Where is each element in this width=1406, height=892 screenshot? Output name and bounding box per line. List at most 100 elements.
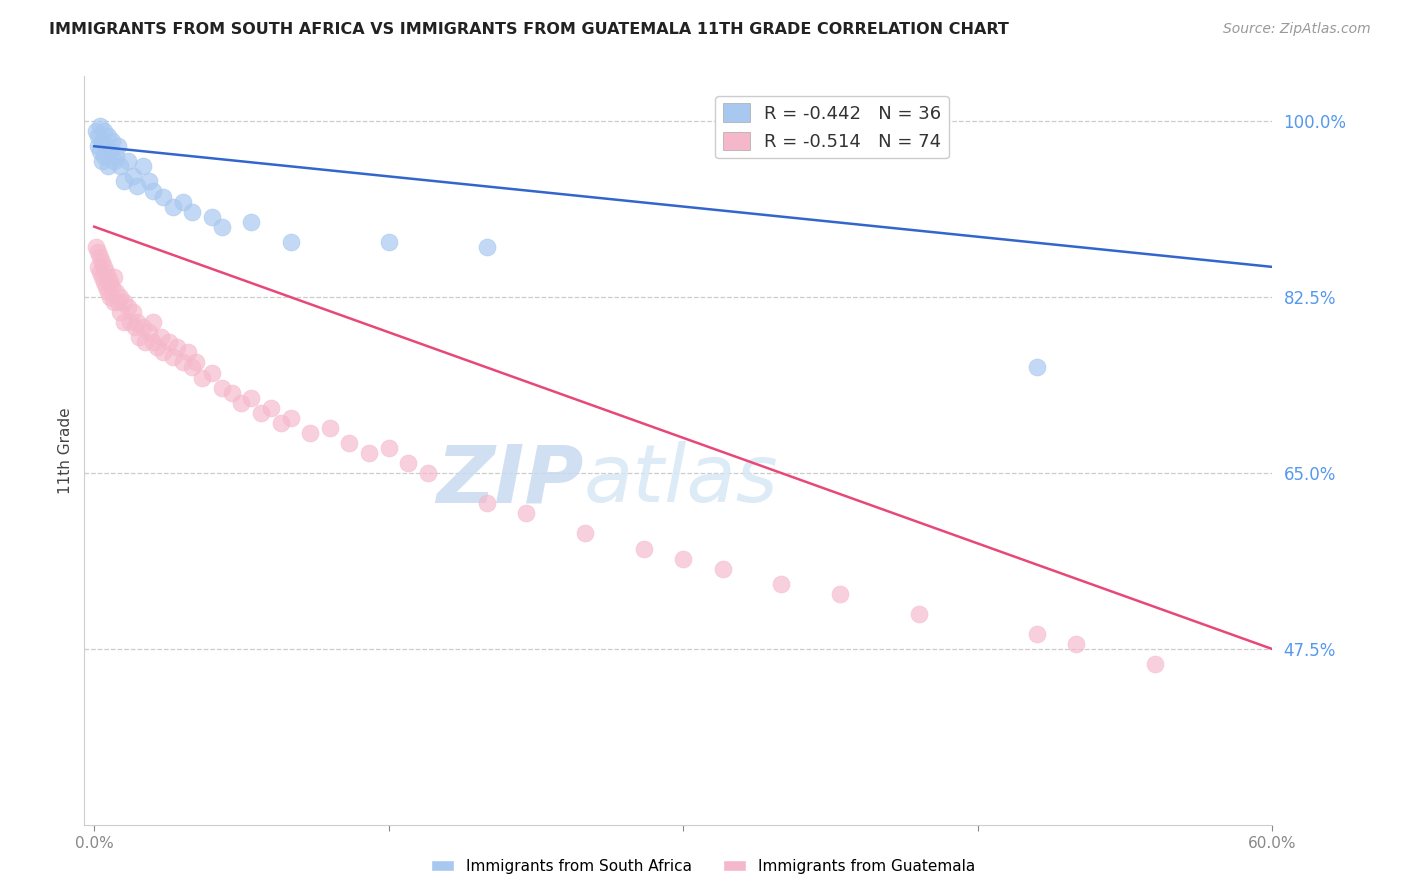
Point	[142, 335, 165, 350]
Point	[260, 401, 283, 415]
Point	[280, 410, 302, 425]
Point	[132, 159, 155, 173]
Point	[319, 421, 342, 435]
Text: IMMIGRANTS FROM SOUTH AFRICA VS IMMIGRANTS FROM GUATEMALA 11TH GRADE CORRELATION: IMMIGRANTS FROM SOUTH AFRICA VS IMMIGRAN…	[49, 22, 1010, 37]
Point	[112, 295, 135, 310]
Point	[138, 326, 160, 340]
Point	[142, 315, 165, 329]
Point	[475, 496, 498, 510]
Point	[142, 185, 165, 199]
Point	[98, 145, 121, 159]
Point	[107, 295, 129, 310]
Point	[118, 315, 141, 329]
Point	[711, 561, 734, 575]
Point	[339, 436, 361, 450]
Point	[146, 340, 169, 354]
Point	[359, 446, 381, 460]
Point	[186, 355, 208, 369]
Point	[87, 244, 110, 259]
Point	[104, 285, 127, 299]
Point	[124, 320, 146, 334]
Point	[177, 345, 200, 359]
Point	[270, 416, 292, 430]
Point	[201, 366, 224, 380]
Point	[117, 154, 139, 169]
Point	[221, 385, 243, 400]
Point	[157, 335, 180, 350]
Point	[97, 129, 120, 144]
Point	[117, 300, 139, 314]
Point	[515, 506, 537, 520]
Point	[633, 541, 655, 556]
Point	[132, 320, 155, 334]
Point	[138, 174, 160, 188]
Point	[149, 330, 172, 344]
Legend: Immigrants from South Africa, Immigrants from Guatemala: Immigrants from South Africa, Immigrants…	[425, 853, 981, 880]
Point	[104, 149, 127, 163]
Point	[770, 576, 793, 591]
Point	[172, 194, 194, 209]
Point	[122, 305, 145, 319]
Point	[166, 340, 188, 354]
Point	[128, 330, 150, 344]
Point	[134, 335, 156, 350]
Point	[103, 270, 125, 285]
Point	[94, 139, 117, 153]
Point	[127, 179, 149, 194]
Point	[830, 587, 852, 601]
Point	[112, 174, 135, 188]
Point	[162, 200, 184, 214]
Point	[299, 425, 322, 440]
Point	[201, 210, 224, 224]
Text: atlas: atlas	[583, 442, 778, 519]
Point	[98, 290, 121, 304]
Point	[377, 441, 399, 455]
Point	[240, 391, 263, 405]
Point	[211, 381, 233, 395]
Point	[1025, 360, 1047, 375]
Point	[672, 551, 695, 566]
Point	[103, 154, 125, 169]
Point	[103, 295, 125, 310]
Point	[89, 145, 111, 159]
Point	[98, 275, 121, 289]
Point	[416, 466, 439, 480]
Point	[250, 406, 273, 420]
Point	[152, 189, 174, 203]
Point	[84, 124, 107, 138]
Point	[97, 285, 120, 299]
Point	[108, 305, 131, 319]
Point	[377, 235, 399, 249]
Point	[93, 275, 115, 289]
Point	[93, 124, 115, 138]
Point	[107, 139, 129, 153]
Point	[162, 351, 184, 365]
Point	[91, 255, 114, 269]
Point	[89, 265, 111, 279]
Point	[1025, 627, 1047, 641]
Point	[181, 360, 204, 375]
Point	[89, 250, 111, 264]
Point	[94, 280, 117, 294]
Point	[101, 134, 124, 148]
Point	[211, 219, 233, 234]
Point	[152, 345, 174, 359]
Point	[91, 270, 114, 285]
Point	[122, 169, 145, 184]
Point	[108, 159, 131, 173]
Point	[1064, 637, 1087, 651]
Point	[574, 526, 596, 541]
Point	[87, 129, 110, 144]
Point	[93, 260, 115, 274]
Point	[240, 214, 263, 228]
Point	[908, 607, 931, 621]
Point	[97, 159, 120, 173]
Point	[87, 139, 110, 153]
Point	[127, 315, 149, 329]
Y-axis label: 11th Grade: 11th Grade	[58, 407, 73, 494]
Text: Source: ZipAtlas.com: Source: ZipAtlas.com	[1223, 22, 1371, 37]
Point	[93, 149, 115, 163]
Point	[112, 315, 135, 329]
Point	[91, 134, 114, 148]
Legend: R = -0.442   N = 36, R = -0.514   N = 74: R = -0.442 N = 36, R = -0.514 N = 74	[716, 96, 949, 158]
